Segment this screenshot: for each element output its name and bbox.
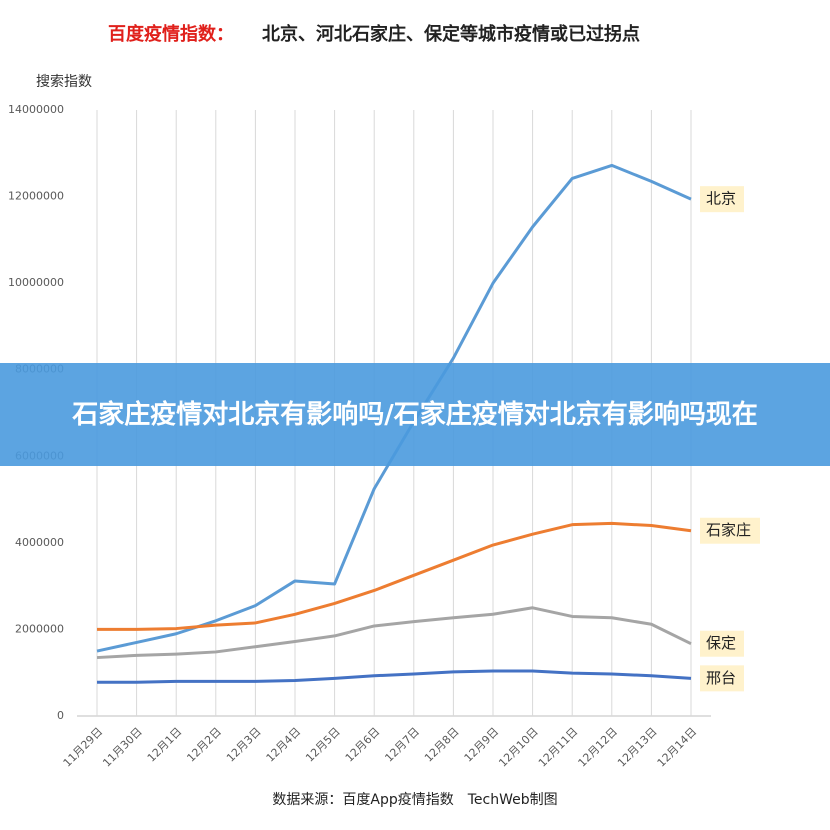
y-tick-label: 14000000 <box>8 103 64 116</box>
y-axis-label: 搜索指数 <box>36 73 92 90</box>
banner: 石家庄疫情对北京有影响吗/石家庄疫情对北京有影响吗现在 <box>0 363 830 466</box>
legend-box <box>700 665 744 692</box>
line <box>97 669 692 684</box>
y-tick-label: 10000000 <box>8 276 64 289</box>
x-tick-label: 12月13日 <box>615 725 660 770</box>
legend-label: 北京 <box>706 190 736 208</box>
y-tick-label: 4000000 <box>15 536 64 549</box>
legend-label: 邢台 <box>706 669 736 687</box>
y-tick-label: 0 <box>57 709 64 722</box>
x-tick-label: 12月2日 <box>184 725 224 765</box>
legend-label: 保定 <box>706 634 736 652</box>
x-tick-label: 12月10日 <box>496 725 541 770</box>
chart-title: 北京、河北石家庄、保定等城市疫情或已过拐点 <box>262 23 640 45</box>
x-tick-label: 12月14日 <box>655 725 700 770</box>
legend-box <box>700 517 760 544</box>
banner-text: 石家庄疫情对北京有影响吗/石家庄疫情对北京有影响吗现在 <box>72 399 758 430</box>
legend-label: 石家庄 <box>706 521 751 539</box>
x-tick-label: 12月5日 <box>303 725 343 765</box>
x-tick-label: 12月9日 <box>462 725 502 765</box>
x-tick-label: 12月6日 <box>343 725 383 765</box>
line <box>96 606 692 660</box>
x-tick-label: 12月1日 <box>145 725 185 765</box>
x-tick-label: 11月30日 <box>100 725 145 770</box>
legend-box <box>700 630 744 657</box>
y-tick-label: 12000000 <box>8 190 64 203</box>
x-tick-label: 12月11日 <box>536 725 581 770</box>
chart-title-highlight: 百度疫情指数： <box>108 23 234 45</box>
x-tick-label: 12月8日 <box>422 725 462 765</box>
x-tick-label: 12月12日 <box>575 725 620 770</box>
x-tick-label: 12月3日 <box>224 725 264 765</box>
source-note: 数据来源：百度App疫情指数 TechWeb制图 <box>272 792 557 808</box>
line <box>97 521 692 631</box>
x-tick-label: 12月4日 <box>264 725 304 765</box>
x-tick-label: 12月7日 <box>382 725 422 765</box>
x-tick-label: 11月29日 <box>61 725 106 770</box>
y-tick-label: 2000000 <box>15 622 64 635</box>
legend-box <box>700 186 744 213</box>
